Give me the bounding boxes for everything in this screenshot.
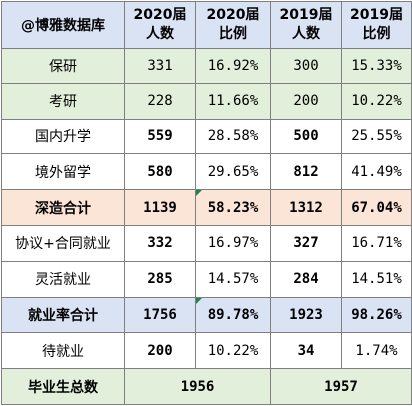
header-row: @博雅数据库 2020届 人数 2020届 比例 2019届 人数 2019届 …: [1, 0, 412, 50]
table-row-subtotal: 深造合计 1139 58.23% 1312 67.04%: [1, 189, 412, 226]
cell-2019-ratio: 15.33%: [341, 48, 412, 84]
table-row-subtotal: 就业率合计 1756 89.78% 1923 98.26%: [1, 296, 412, 334]
row-label-baoyan: 保研: [1, 48, 125, 84]
header-2019-ratio-line2: 比例: [362, 26, 391, 43]
cell-2020-ratio: 16.97%: [195, 224, 271, 262]
cell-2019-count: 300: [270, 48, 342, 84]
table-row: 待就业 200 10.22% 34 1.74%: [1, 332, 412, 370]
cell-2019-ratio: 10.22%: [341, 82, 412, 120]
cell-2020-ratio: 29.65%: [195, 153, 271, 191]
cell-2020-count: 228: [124, 82, 196, 120]
header-2020-ratio: 2020届 比例: [195, 0, 271, 50]
cell-2019-ratio: 1.74%: [341, 332, 412, 370]
cell-2020-ratio: 16.92%: [195, 48, 271, 84]
cell-2020-count: 559: [124, 118, 196, 155]
cell-2020-ratio: 11.66%: [195, 82, 271, 120]
row-label-further-study-total: 深造合计: [1, 189, 125, 226]
cell-2020-ratio: 58.23%: [195, 189, 271, 226]
cell-2019-count: 34: [270, 332, 342, 370]
row-label-overseas: 境外留学: [1, 153, 125, 191]
header-2019-count-line1: 2019届: [279, 7, 333, 24]
cell-2019-ratio: 98.26%: [341, 296, 412, 334]
table-row-grand-total: 毕业生总数 1956 1957: [1, 368, 412, 405]
cell-2019-count: 500: [270, 118, 342, 155]
cell-2019-ratio: 14.51%: [341, 260, 412, 298]
cell-2019-count: 327: [270, 224, 342, 262]
cell-2019-ratio: 16.71%: [341, 224, 412, 262]
header-2019-count-line2: 人数: [292, 26, 320, 43]
cell-2019-count: 284: [270, 260, 342, 298]
cell-2020-count: 332: [124, 224, 196, 262]
cell-2020-ratio: 89.78%: [195, 296, 271, 334]
header-2020-count: 2020届 人数: [124, 0, 196, 50]
cell-2020-count: 331: [124, 48, 196, 84]
cell-2019-count: 812: [270, 153, 342, 191]
table-row: 境外留学 580 29.65% 812 41.49%: [1, 153, 412, 191]
row-label-employment-rate-total: 就业率合计: [1, 296, 125, 334]
cell-2019-count: 1923: [270, 296, 342, 334]
table-row: 考研 228 11.66% 200 10.22%: [1, 82, 412, 120]
cell-2020-count: 1139: [124, 189, 196, 226]
cell-2020-ratio: 10.22%: [195, 332, 271, 370]
cell-2019-total: 1957: [270, 368, 412, 405]
cell-2020-ratio: 28.58%: [195, 118, 271, 155]
cell-2020-count: 200: [124, 332, 196, 370]
header-2019-ratio: 2019届 比例: [341, 0, 412, 50]
table-row: 协议+合同就业 332 16.97% 327 16.71%: [1, 224, 412, 262]
cell-2020-total: 1956: [124, 368, 271, 405]
cell-2019-ratio: 67.04%: [341, 189, 412, 226]
table-row: 保研 331 16.92% 300 15.33%: [1, 48, 412, 84]
row-label-awaiting-employment: 待就业: [1, 332, 125, 370]
cell-2019-ratio: 25.55%: [341, 118, 412, 155]
header-2020-ratio-line1: 2020届: [206, 7, 260, 24]
header-2019-count: 2019届 人数: [270, 0, 342, 50]
table-row: 灵活就业 285 14.57% 284 14.51%: [1, 260, 412, 298]
cell-2020-count: 580: [124, 153, 196, 191]
row-label-kaoyan: 考研: [1, 82, 125, 120]
row-label-flexible-employment: 灵活就业: [1, 260, 125, 298]
row-label-graduate-total: 毕业生总数: [1, 368, 125, 405]
brand-watermark: @博雅数据库: [1, 0, 125, 50]
table-row: 国内升学 559 28.58% 500 25.55%: [1, 118, 412, 155]
row-label-contract-employment: 协议+合同就业: [1, 224, 125, 262]
header-2019-ratio-line1: 2019届: [350, 7, 403, 24]
cell-2020-count: 285: [124, 260, 196, 298]
cell-2019-count: 200: [270, 82, 342, 120]
header-2020-count-line2: 人数: [146, 26, 174, 43]
row-label-domestic: 国内升学: [1, 118, 125, 155]
cell-2020-count: 1756: [124, 296, 196, 334]
header-2020-count-line1: 2020届: [133, 7, 187, 24]
cell-2019-count: 1312: [270, 189, 342, 226]
cell-2020-ratio: 14.57%: [195, 260, 271, 298]
header-2020-ratio-line2: 比例: [219, 26, 247, 43]
cell-2019-ratio: 41.49%: [341, 153, 412, 191]
